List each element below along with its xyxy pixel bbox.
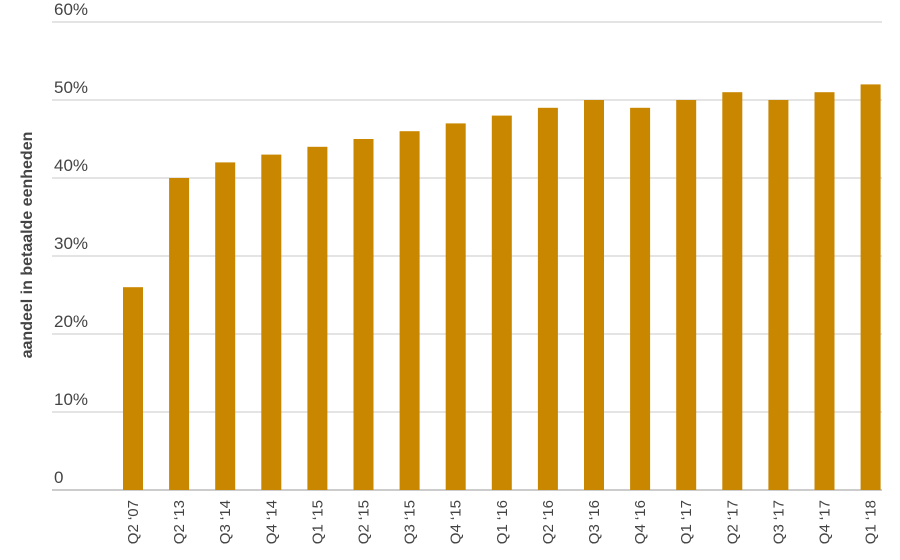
x-tick-label: Q2 ‘07: [125, 500, 142, 544]
bar: [169, 178, 190, 490]
x-tick-label: Q2 ‘16: [540, 500, 557, 544]
bar: [215, 162, 236, 490]
bar: [491, 115, 512, 490]
y-tick-label: 40%: [54, 156, 88, 175]
x-tick-label: Q4 ‘17: [817, 500, 834, 544]
bar: [537, 107, 558, 491]
x-tick-label: Q2 ‘13: [171, 500, 188, 544]
x-tick-label: Q3 ‘16: [586, 500, 603, 544]
x-tick-label: Q1 ‘16: [494, 500, 511, 544]
x-tick-label: Q3 ‘17: [770, 500, 787, 544]
x-tick-label: Q4 ‘16: [632, 500, 649, 544]
bar: [814, 92, 835, 490]
bar: [630, 107, 651, 491]
bar: [307, 146, 328, 491]
x-tick-label: Q3 ‘14: [217, 500, 234, 544]
bar: [261, 154, 282, 490]
bar: [445, 123, 466, 491]
x-tick-label: Q2 ‘17: [724, 500, 741, 544]
bar: [676, 100, 697, 490]
y-tick-label: 10%: [54, 390, 88, 409]
bar: [584, 100, 604, 490]
bar: [123, 287, 143, 490]
y-tick-label: 60%: [54, 0, 88, 19]
x-tick-label: Q1 ‘17: [678, 500, 695, 544]
bar: [353, 139, 374, 490]
bar: [399, 131, 420, 490]
y-axis-ticks: 0 10% 20% 30% 40% 50% 60%: [54, 0, 88, 487]
x-tick-label: Q3 ‘15: [402, 500, 419, 544]
y-axis-title: aandeel in betaalde eenheden: [19, 132, 36, 359]
y-tick-label: 20%: [54, 312, 88, 331]
x-tick-label: Q4 ‘15: [448, 500, 465, 544]
bar: [768, 100, 789, 490]
x-tick-label: Q1 ‘18: [863, 500, 880, 544]
bars: [123, 84, 881, 491]
y-tick-label: 50%: [54, 78, 88, 97]
gridlines: [52, 21, 882, 491]
bar: [860, 84, 881, 491]
bar: [722, 92, 743, 490]
y-tick-label: 30%: [54, 234, 88, 253]
x-tick-label: Q4 ‘14: [263, 500, 280, 544]
x-tick-label: Q1 ‘15: [309, 500, 326, 544]
y-tick-label: 0: [54, 468, 63, 487]
x-tick-label: Q2 ‘15: [356, 500, 373, 544]
x-axis-labels: Q2 ‘07 Q2 ‘13 Q3 ‘14 Q4 ‘14 Q1 ‘15 Q2 ‘15 Q3 ‘…: [125, 500, 880, 544]
